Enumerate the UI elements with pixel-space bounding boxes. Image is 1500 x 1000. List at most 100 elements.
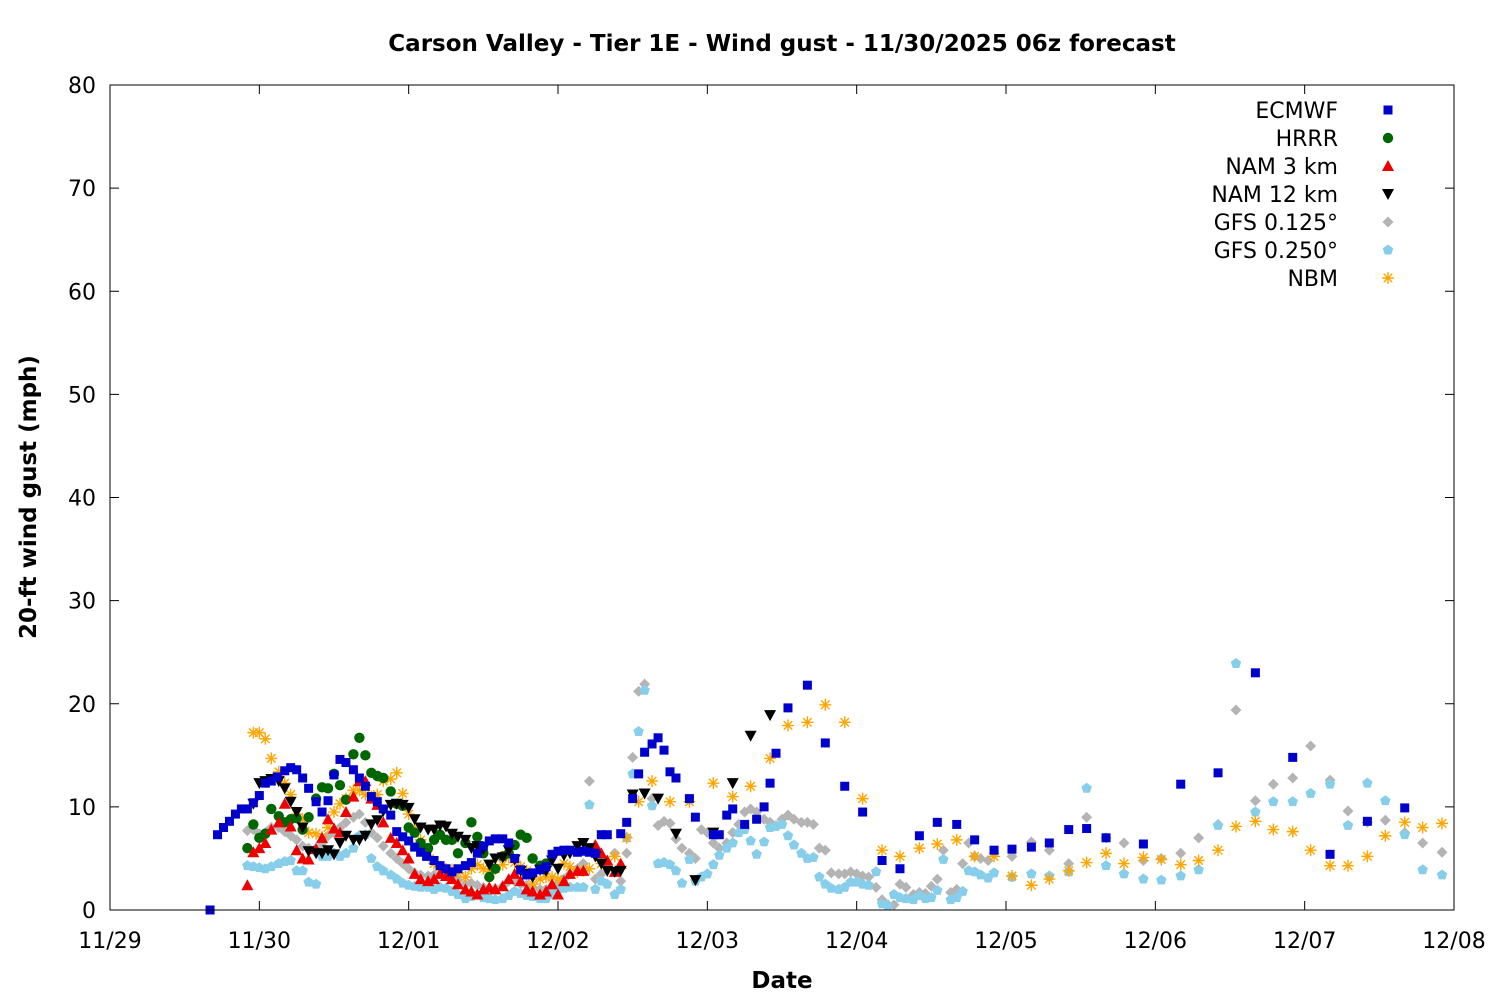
data-point (514, 875, 527, 887)
data-point (1100, 860, 1112, 871)
data-point (669, 828, 682, 840)
data-point (577, 837, 590, 849)
data-point (877, 856, 887, 865)
data-point (802, 680, 812, 690)
data-point (552, 873, 564, 886)
data-point (522, 870, 532, 880)
data-point (408, 867, 421, 879)
data-point (348, 749, 359, 760)
data-point (858, 807, 868, 817)
data-point (490, 863, 501, 874)
chart-title: Carson Valley - Tier 1E - Wind gust - 11… (388, 31, 1175, 57)
data-point (690, 812, 700, 822)
data-point (402, 852, 415, 864)
legend-marker (1382, 244, 1394, 255)
data-point (502, 873, 515, 885)
data-point (1044, 838, 1054, 848)
data-point (429, 856, 439, 865)
data-point (410, 842, 420, 852)
data-point (825, 867, 837, 879)
data-point (1118, 837, 1130, 849)
data-point (838, 716, 851, 729)
data-point (563, 860, 576, 873)
data-point (353, 784, 366, 797)
data-point (788, 839, 800, 850)
data-point (260, 778, 270, 788)
data-point (377, 840, 389, 852)
data-point (396, 844, 409, 856)
legend-marker (1383, 105, 1393, 115)
data-point (988, 867, 1000, 878)
data-point (328, 822, 340, 834)
data-point (384, 773, 397, 786)
data-point (664, 795, 676, 808)
data-point (1137, 851, 1150, 864)
data-point (764, 752, 777, 765)
data-point (316, 831, 329, 843)
data-point (1325, 849, 1335, 859)
data-point (1287, 796, 1298, 807)
data-point (472, 848, 482, 858)
data-point (796, 847, 807, 858)
data-point (913, 842, 926, 855)
legend: ECMWF HRRR NAM 3 km NAM 12 km GFS 0.125° GFS … (1211, 99, 1394, 292)
data-point (968, 850, 981, 863)
data-point (465, 862, 478, 875)
data-point (557, 857, 570, 870)
legend-label: ECMWF (1255, 99, 1338, 124)
data-point (477, 862, 490, 875)
data-point (504, 838, 514, 848)
data-point (236, 804, 246, 814)
data-point (311, 797, 321, 807)
data-point (241, 879, 254, 891)
data-point (472, 831, 483, 842)
data-point (752, 814, 762, 824)
data-point (552, 888, 564, 900)
data-series (205, 658, 1449, 915)
legend-marker (1382, 189, 1394, 200)
data-point (297, 865, 308, 876)
data-point (1416, 821, 1429, 834)
data-point (1117, 857, 1130, 870)
data-point (385, 786, 396, 797)
data-point (354, 773, 364, 783)
data-point (932, 884, 943, 895)
data-point (870, 866, 882, 877)
data-point (353, 808, 365, 820)
data-point (595, 858, 608, 870)
data-point (378, 772, 389, 784)
data-point (478, 841, 488, 851)
data-point (471, 858, 484, 871)
data-point (914, 831, 924, 841)
data-point (820, 738, 830, 748)
series-nam-3-km (241, 775, 627, 900)
y-tick-label: 30 (68, 590, 96, 615)
data-point (1436, 869, 1448, 880)
data-point (1287, 772, 1299, 784)
data-point (708, 830, 718, 840)
y-tick-label: 70 (68, 177, 96, 202)
data-point (577, 864, 590, 876)
data-point (451, 831, 464, 843)
data-point (1305, 740, 1317, 752)
data-point (713, 842, 725, 854)
data-point (616, 829, 626, 839)
legend-label: GFS 0.250° (1214, 239, 1338, 264)
data-point (1230, 658, 1242, 668)
data-point (248, 819, 259, 830)
data-point (758, 836, 770, 847)
data-point (1101, 833, 1111, 843)
y-axis-label: 20-ft wind gust (mph) (16, 355, 42, 639)
data-point (744, 730, 757, 742)
data-point (578, 846, 588, 856)
data-point (441, 864, 451, 874)
data-point (534, 888, 547, 900)
data-point (416, 847, 426, 857)
data-point (347, 790, 360, 802)
data-point (684, 853, 695, 864)
data-point (1193, 832, 1205, 844)
data-point (652, 793, 665, 805)
data-point (807, 818, 819, 830)
data-point (1379, 814, 1391, 826)
